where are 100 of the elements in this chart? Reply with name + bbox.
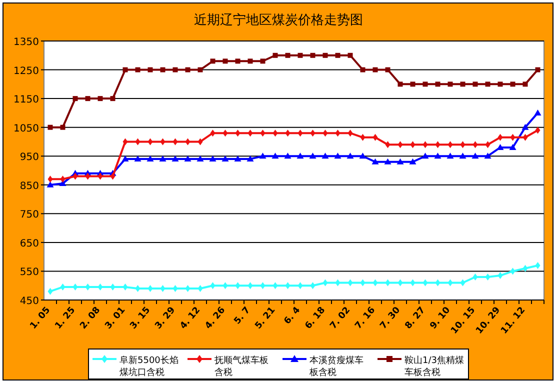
point bbox=[510, 134, 516, 141]
point bbox=[110, 284, 116, 291]
point bbox=[209, 155, 216, 162]
point bbox=[448, 279, 453, 286]
point bbox=[246, 155, 254, 162]
x-tick-label: 4. 26 bbox=[204, 306, 228, 332]
point bbox=[422, 141, 428, 148]
point bbox=[248, 130, 253, 137]
point bbox=[398, 82, 403, 87]
y-tick-label: 750 bbox=[20, 210, 39, 221]
x-tick-label: 8. 27 bbox=[404, 306, 428, 332]
y-tick-label: 650 bbox=[20, 238, 39, 250]
point bbox=[172, 67, 178, 72]
point bbox=[422, 152, 429, 159]
x-tick-label: 3. 29 bbox=[154, 306, 178, 332]
point bbox=[135, 138, 140, 146]
point bbox=[198, 284, 203, 292]
point bbox=[60, 176, 66, 183]
point bbox=[122, 284, 128, 291]
point bbox=[260, 282, 266, 290]
point bbox=[310, 282, 316, 290]
y-tick-label: 950 bbox=[20, 152, 39, 164]
point bbox=[485, 141, 490, 148]
point bbox=[522, 82, 528, 87]
point bbox=[435, 82, 440, 87]
point bbox=[459, 152, 466, 159]
point bbox=[446, 152, 454, 159]
point bbox=[360, 134, 366, 141]
point bbox=[159, 155, 166, 162]
y-tick-label: 850 bbox=[20, 180, 39, 192]
x-tick-label: 3. 15 bbox=[128, 306, 153, 332]
point bbox=[46, 181, 54, 188]
y-tick-label: 550 bbox=[20, 267, 39, 278]
point bbox=[460, 82, 466, 87]
x-tick-label: 7. 02 bbox=[328, 306, 353, 332]
point bbox=[60, 124, 66, 130]
point bbox=[260, 130, 266, 137]
point bbox=[360, 279, 366, 286]
x-tick-label: 5. 7 bbox=[232, 306, 253, 327]
point bbox=[72, 172, 78, 180]
point bbox=[372, 67, 378, 72]
point bbox=[85, 172, 90, 180]
point bbox=[510, 82, 516, 87]
point bbox=[460, 279, 466, 286]
point bbox=[385, 279, 390, 286]
point bbox=[398, 279, 403, 286]
point bbox=[172, 155, 179, 162]
point bbox=[172, 284, 178, 292]
point bbox=[285, 130, 290, 137]
point bbox=[248, 282, 253, 290]
point bbox=[472, 82, 478, 87]
point bbox=[484, 152, 492, 159]
point bbox=[198, 67, 203, 72]
point bbox=[522, 124, 529, 130]
point bbox=[309, 152, 316, 159]
point bbox=[510, 268, 516, 275]
x-tick-label: 1. 25 bbox=[54, 306, 78, 332]
point bbox=[222, 282, 228, 290]
point bbox=[210, 130, 216, 137]
point bbox=[48, 288, 53, 295]
point bbox=[384, 158, 392, 164]
x-tick-label: 6. 4 bbox=[282, 306, 303, 327]
point bbox=[148, 67, 153, 72]
point bbox=[359, 152, 366, 159]
point bbox=[222, 58, 228, 64]
y-tick-label: 1050 bbox=[14, 123, 39, 134]
point bbox=[98, 284, 103, 291]
point bbox=[210, 282, 216, 290]
point bbox=[346, 152, 354, 159]
point bbox=[110, 172, 116, 180]
point bbox=[335, 279, 340, 286]
chart-title: 近期辽宁地区煤炭价格走势图 bbox=[194, 12, 363, 28]
point bbox=[160, 138, 166, 146]
point bbox=[422, 279, 428, 286]
point bbox=[448, 82, 453, 87]
point bbox=[185, 138, 190, 146]
point bbox=[410, 82, 416, 87]
legend-label: 本溪贫瘦煤车板含税 bbox=[308, 355, 364, 378]
point bbox=[284, 152, 292, 159]
point bbox=[322, 279, 328, 286]
point bbox=[422, 82, 428, 87]
x-tick-label: 7. 30 bbox=[378, 306, 403, 332]
point bbox=[460, 141, 466, 148]
point bbox=[198, 138, 203, 146]
point bbox=[472, 273, 478, 280]
point bbox=[298, 52, 303, 58]
point bbox=[409, 158, 416, 164]
point bbox=[210, 58, 216, 64]
y-tick-label: 1350 bbox=[14, 37, 39, 48]
point bbox=[285, 52, 290, 58]
point bbox=[146, 155, 154, 162]
point bbox=[435, 279, 440, 286]
point bbox=[322, 152, 329, 159]
point bbox=[372, 134, 378, 141]
point bbox=[498, 272, 503, 280]
point bbox=[435, 141, 440, 148]
point bbox=[222, 130, 228, 137]
point bbox=[135, 284, 140, 292]
point bbox=[310, 52, 316, 58]
point bbox=[472, 141, 478, 148]
